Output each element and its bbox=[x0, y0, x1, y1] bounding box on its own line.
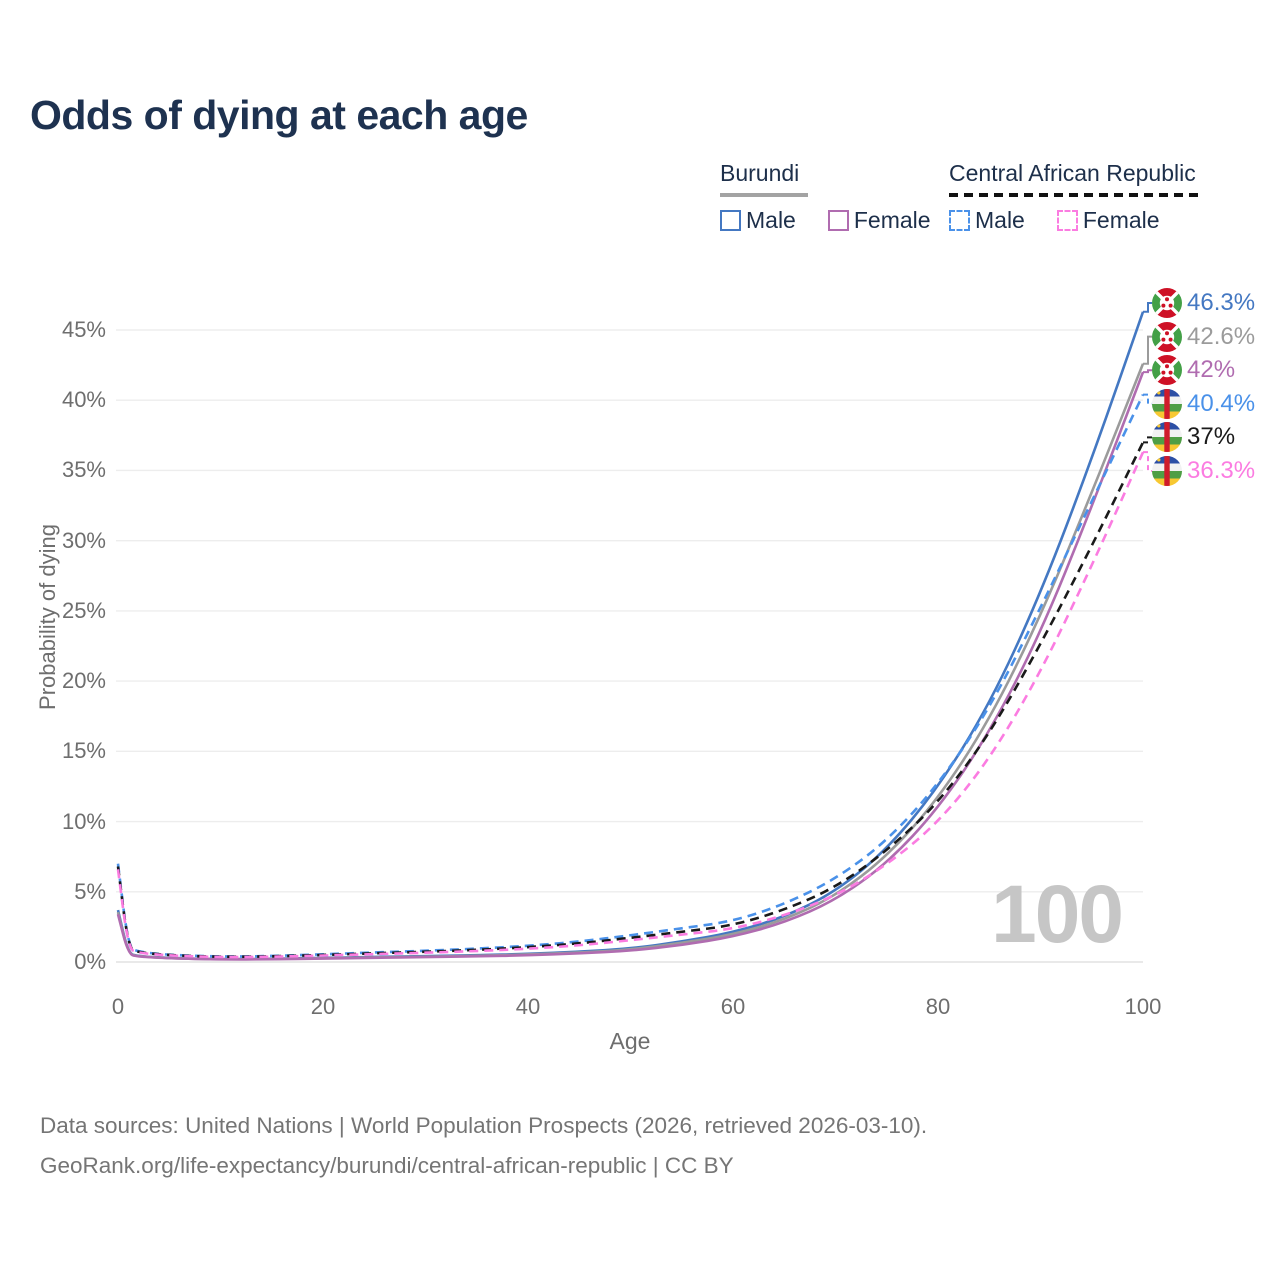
curve-central-african-republic bbox=[116, 441, 1145, 959]
hovered-age-watermark: 100 bbox=[991, 869, 1124, 960]
x-tick-label: 60 bbox=[720, 994, 746, 1019]
legend-swatch-burundi-male[interactable] bbox=[720, 210, 741, 231]
legend-label-car-male[interactable]: Male bbox=[975, 207, 1025, 233]
end-label-row: 37% bbox=[1152, 422, 1235, 452]
y-tick-label: 40% bbox=[61, 387, 106, 413]
curve-central-african-republic-male bbox=[116, 394, 1145, 958]
end-value-label: 40.4% bbox=[1187, 389, 1256, 417]
end-value-label: 42% bbox=[1187, 356, 1236, 384]
y-tick-label: 15% bbox=[61, 738, 106, 764]
y-tick-label: 30% bbox=[61, 527, 106, 553]
leader-line bbox=[1143, 302, 1153, 313]
leader-line bbox=[1143, 335, 1153, 365]
leader-line bbox=[1143, 436, 1153, 444]
legend-country-car: Central African Republic bbox=[949, 160, 1196, 186]
x-tick-label: 0 bbox=[111, 994, 125, 1019]
legend-item-burundi-male[interactable]: Male bbox=[720, 207, 796, 234]
end-label-row: 42% bbox=[1152, 355, 1235, 385]
legend-group-car: Central African Republic Male Female bbox=[949, 160, 1202, 234]
legend-underline-solid bbox=[720, 193, 808, 197]
x-tick-label: 100 bbox=[1124, 994, 1162, 1019]
legend-item-burundi-female[interactable]: Female bbox=[827, 207, 931, 234]
curve-burundi bbox=[116, 363, 1145, 961]
end-value-label: 37% bbox=[1187, 423, 1236, 451]
end-value-label: 42.6% bbox=[1187, 322, 1256, 350]
y-tick-label: 20% bbox=[61, 668, 106, 694]
x-tick-label: 40 bbox=[515, 994, 541, 1019]
chart-title: Odds of dying at each age bbox=[30, 92, 528, 138]
end-label-row: 36.3% bbox=[1152, 456, 1255, 486]
legend-swatch-car-female[interactable] bbox=[1056, 210, 1078, 231]
x-tick-label: 20 bbox=[310, 994, 336, 1019]
car-flag-icon bbox=[1152, 456, 1182, 486]
y-tick-label: 25% bbox=[61, 597, 106, 623]
leader-line bbox=[1143, 451, 1153, 472]
y-tick-label: 35% bbox=[61, 457, 106, 483]
x-axis-title: Age bbox=[609, 1028, 651, 1054]
legend-item-car-male[interactable]: Male bbox=[949, 207, 1025, 234]
footer: Data sources: United Nations | World Pop… bbox=[40, 1106, 927, 1186]
legend-group-burundi: Burundi Male Female bbox=[720, 160, 931, 234]
footer-data-sources: Data sources: United Nations | World Pop… bbox=[40, 1113, 928, 1138]
legend-swatch-car-male[interactable] bbox=[949, 210, 970, 231]
end-label-row: 46.3% bbox=[1152, 288, 1255, 318]
curve-central-african-republic-female bbox=[116, 451, 1145, 959]
x-tick-label: 80 bbox=[925, 994, 951, 1019]
legend-country-burundi: Burundi bbox=[720, 160, 800, 186]
end-label-row: 42.6% bbox=[1152, 322, 1255, 352]
burundi-flag-icon bbox=[1152, 322, 1182, 352]
end-label-row: 40.4% bbox=[1152, 389, 1255, 419]
footer-attribution: GeoRank.org/life-expectancy/burundi/cent… bbox=[40, 1153, 734, 1178]
y-tick-label: 45% bbox=[61, 317, 106, 342]
end-value-label: 46.3% bbox=[1187, 289, 1256, 316]
legend-item-car-female[interactable]: Female bbox=[1056, 207, 1160, 234]
y-tick-label: 0% bbox=[74, 949, 106, 974]
end-value-label: 36.3% bbox=[1187, 457, 1256, 484]
y-axis-title: Probability of dying bbox=[35, 524, 60, 710]
car-flag-icon bbox=[1152, 389, 1182, 419]
burundi-flag-icon bbox=[1152, 355, 1182, 385]
legend-swatch-burundi-female[interactable] bbox=[827, 210, 849, 231]
y-tick-label: 5% bbox=[74, 878, 106, 904]
car-flag-icon bbox=[1152, 422, 1182, 452]
legend-label-burundi-female[interactable]: Female bbox=[853, 207, 931, 233]
burundi-flag-icon bbox=[1152, 288, 1182, 318]
legend-underline-dashed bbox=[949, 193, 1202, 197]
y-tick-label: 10% bbox=[61, 808, 106, 834]
curve-burundi-male bbox=[116, 311, 1145, 961]
legend-label-car-female[interactable]: Female bbox=[1082, 207, 1160, 233]
legend-label-burundi-male[interactable]: Male bbox=[746, 207, 796, 233]
curve-burundi-female bbox=[116, 371, 1145, 961]
leader-line bbox=[1143, 393, 1153, 405]
leader-line bbox=[1143, 369, 1153, 374]
